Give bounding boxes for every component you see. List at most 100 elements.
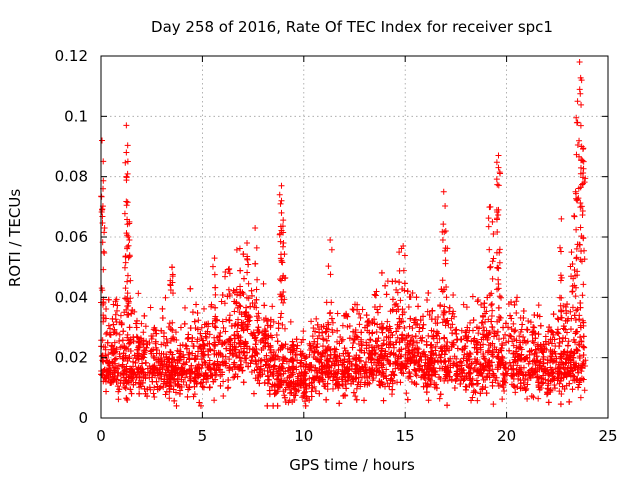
data-point xyxy=(558,355,565,362)
data-point xyxy=(181,320,188,327)
data-point xyxy=(479,383,486,390)
chart-title: Day 258 of 2016, Rate Of TEC Index for r… xyxy=(151,18,553,36)
data-point xyxy=(484,362,491,369)
data-point xyxy=(557,272,564,279)
data-point xyxy=(263,352,270,359)
data-point xyxy=(412,367,419,374)
data-point xyxy=(223,360,230,367)
data-point xyxy=(128,390,135,397)
data-point xyxy=(524,326,531,333)
data-point xyxy=(123,173,130,180)
data-point xyxy=(579,146,586,153)
data-point xyxy=(501,387,508,394)
data-point xyxy=(142,323,149,330)
data-point xyxy=(441,303,448,310)
data-point xyxy=(429,307,436,314)
data-point xyxy=(151,365,158,372)
data-point xyxy=(424,297,431,303)
data-point xyxy=(462,332,469,339)
data-point xyxy=(126,237,133,244)
data-point xyxy=(234,373,241,380)
data-point xyxy=(203,321,210,328)
data-point xyxy=(446,347,453,354)
data-point xyxy=(180,368,187,375)
data-point xyxy=(158,371,165,378)
data-point xyxy=(358,329,365,336)
data-point xyxy=(120,380,127,387)
data-point xyxy=(496,336,503,343)
data-point xyxy=(219,369,226,376)
data-point xyxy=(560,364,567,371)
data-point xyxy=(231,359,238,366)
data-point xyxy=(542,333,549,340)
data-point xyxy=(437,354,444,361)
data-point xyxy=(325,263,332,270)
data-point xyxy=(282,341,289,348)
data-point xyxy=(379,342,386,349)
data-point xyxy=(487,263,494,270)
data-point xyxy=(558,314,565,321)
data-point xyxy=(281,325,288,332)
data-point xyxy=(494,328,501,335)
data-point xyxy=(166,373,173,380)
data-point xyxy=(182,374,189,381)
y-tick-label: 0.08 xyxy=(55,168,88,186)
data-point xyxy=(434,339,441,346)
data-point xyxy=(159,305,166,312)
data-point xyxy=(200,376,207,383)
data-point xyxy=(127,339,134,346)
data-point xyxy=(224,293,231,300)
data-point xyxy=(531,324,538,331)
data-point xyxy=(133,365,140,372)
data-point xyxy=(524,381,531,388)
data-point xyxy=(101,366,108,373)
data-point xyxy=(339,361,346,368)
data-point xyxy=(397,353,404,360)
data-point xyxy=(136,338,143,345)
data-point xyxy=(411,366,418,373)
data-point xyxy=(264,367,271,374)
data-point xyxy=(400,318,407,325)
data-point xyxy=(510,359,517,366)
data-point xyxy=(418,353,425,360)
data-point xyxy=(159,314,166,321)
data-point xyxy=(264,402,271,409)
x-tick-label: 15 xyxy=(396,427,415,445)
data-point xyxy=(245,363,252,370)
data-point xyxy=(124,278,131,285)
data-point xyxy=(577,324,584,331)
data-point xyxy=(573,190,580,197)
data-point xyxy=(316,390,323,397)
data-point xyxy=(327,237,334,244)
data-point xyxy=(251,300,258,307)
data-point xyxy=(502,370,509,377)
data-point xyxy=(485,341,492,348)
data-point xyxy=(113,355,120,362)
data-point xyxy=(348,360,355,367)
y-tick-label: 0.04 xyxy=(55,288,88,306)
data-point xyxy=(444,317,451,324)
data-point xyxy=(294,342,301,349)
data-point xyxy=(138,320,145,327)
data-point xyxy=(425,290,432,297)
data-point xyxy=(320,336,327,343)
data-point xyxy=(111,376,118,383)
data-point xyxy=(148,335,155,342)
data-point xyxy=(577,184,584,191)
data-point xyxy=(518,326,525,333)
data-point xyxy=(198,356,205,363)
data-point xyxy=(340,350,347,357)
data-point xyxy=(201,305,208,312)
data-point xyxy=(557,277,564,284)
data-point xyxy=(495,349,502,356)
data-point xyxy=(577,164,584,171)
data-point xyxy=(343,366,350,373)
data-point xyxy=(130,334,137,341)
data-point xyxy=(278,197,285,204)
data-point xyxy=(237,283,244,290)
data-point xyxy=(387,308,394,315)
data-point xyxy=(463,383,470,390)
data-point xyxy=(581,344,588,351)
data-point xyxy=(557,377,564,384)
data-point xyxy=(127,348,134,355)
